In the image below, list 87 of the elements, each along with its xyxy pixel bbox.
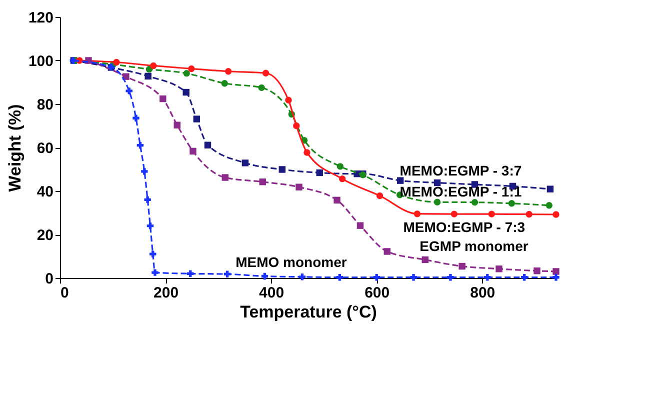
- point: [546, 202, 552, 209]
- point: [259, 178, 266, 186]
- point: [552, 274, 560, 281]
- point: [484, 274, 491, 281]
- point: [150, 250, 156, 258]
- point: [150, 62, 157, 70]
- point: [552, 211, 560, 218]
- point: [338, 175, 346, 182]
- y-tick-label: 120: [28, 10, 54, 26]
- point: [136, 142, 144, 149]
- point: [262, 70, 270, 76]
- point: [132, 114, 140, 122]
- series-label: MEMO:EGMP - 3:7: [400, 162, 522, 178]
- point: [224, 270, 231, 278]
- point: [450, 210, 458, 218]
- point: [434, 179, 441, 186]
- point: [258, 84, 265, 92]
- point: [414, 210, 421, 218]
- point: [376, 192, 384, 200]
- point: [488, 210, 495, 218]
- x-tick-label: 600: [364, 284, 390, 302]
- point: [113, 58, 120, 66]
- x-axis-title: Temperature (°C): [240, 302, 377, 322]
- point: [146, 222, 154, 230]
- point: [242, 160, 249, 166]
- series-label: MEMO:EGMP - 1:1: [400, 183, 522, 200]
- y-tick-label: 80: [36, 96, 54, 114]
- y-tick-label: 60: [36, 140, 54, 157]
- point: [334, 196, 340, 204]
- point: [534, 267, 540, 274]
- y-axis-title: Weight (%): [5, 104, 24, 192]
- point: [122, 73, 130, 80]
- point: [496, 266, 502, 272]
- point: [526, 210, 532, 218]
- point: [285, 96, 292, 104]
- point: [190, 148, 196, 155]
- point: [471, 198, 478, 206]
- x-tick-label: 800: [470, 284, 496, 302]
- point: [336, 274, 344, 281]
- point: [396, 177, 404, 184]
- point: [384, 248, 391, 255]
- point: [144, 196, 151, 204]
- point: [183, 70, 190, 77]
- y-tick-label: 20: [36, 227, 54, 244]
- point: [182, 88, 190, 96]
- point: [304, 149, 310, 156]
- x-tick-label: 200: [154, 284, 179, 302]
- point: [458, 262, 466, 270]
- point: [298, 274, 306, 280]
- x-tick-label: 400: [259, 284, 284, 302]
- y-tick-label: 0: [45, 270, 54, 288]
- point: [373, 274, 380, 281]
- point: [356, 222, 364, 229]
- point: [520, 274, 528, 281]
- y-tick-label: 40: [36, 184, 54, 200]
- x-tick-label: 0: [60, 284, 69, 302]
- point: [447, 274, 454, 281]
- point: [221, 80, 228, 87]
- point: [422, 256, 428, 264]
- point: [224, 68, 232, 75]
- point: [222, 174, 229, 181]
- point: [546, 186, 554, 192]
- point: [296, 184, 302, 190]
- point: [186, 270, 194, 278]
- series-label: EGMP monomer: [420, 238, 529, 254]
- point: [193, 116, 200, 122]
- point: [188, 65, 195, 72]
- point: [126, 88, 132, 94]
- point: [336, 163, 344, 170]
- point: [261, 272, 268, 280]
- point: [293, 122, 300, 130]
- point: [174, 122, 180, 128]
- point: [152, 269, 158, 276]
- point: [552, 268, 560, 275]
- point: [144, 72, 152, 80]
- point: [141, 168, 148, 175]
- point: [146, 66, 153, 73]
- series-label: MEMO monomer: [236, 254, 348, 270]
- point: [508, 200, 516, 207]
- point: [160, 95, 166, 102]
- point: [410, 274, 417, 281]
- series-label: MEMO:EGMP - 7:3: [403, 219, 526, 236]
- point: [316, 169, 323, 176]
- point: [434, 198, 441, 206]
- point: [278, 166, 286, 173]
- point: [204, 142, 212, 148]
- y-tick-label: 100: [28, 53, 54, 70]
